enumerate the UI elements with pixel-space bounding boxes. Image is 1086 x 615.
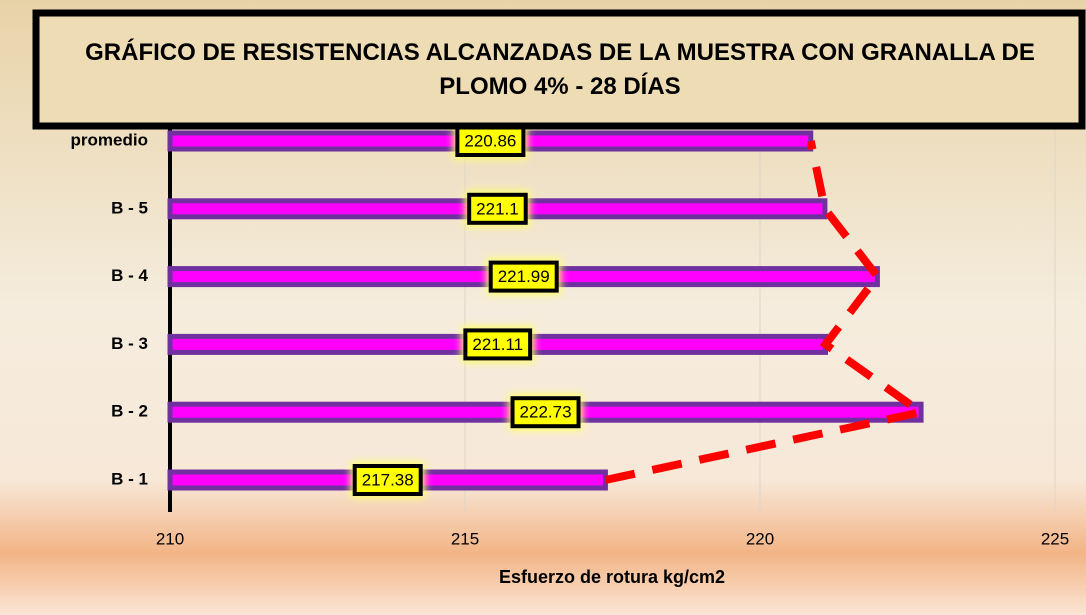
- value-label-group: 221.99: [486, 258, 561, 295]
- value-label-box: [455, 125, 526, 157]
- value-label: 222.73: [520, 403, 572, 422]
- value-label-box: [467, 192, 528, 225]
- x-tick-label: 220: [746, 529, 774, 548]
- y-tick-label: B - 2: [111, 402, 148, 421]
- y-tick-label: promedio: [71, 130, 148, 149]
- value-label: 220.86: [464, 131, 516, 150]
- title-container: GRÁFICO DE RESISTENCIAS ALCANZADAS DE LA…: [85, 39, 1035, 100]
- value-label-group: 221.1: [465, 190, 530, 227]
- value-label-box: [352, 464, 423, 496]
- x-axis-label: Esfuerzo de rotura kg/cm2: [499, 567, 725, 587]
- y-tick-label: B - 1: [111, 469, 148, 488]
- x-tick-label: 210: [156, 529, 184, 548]
- value-label-box: [488, 260, 559, 293]
- value-label: 221.99: [498, 267, 550, 286]
- value-label: 221.1: [476, 199, 519, 218]
- value-label-group: 222.73: [508, 394, 583, 431]
- y-tick-label: B - 5: [111, 198, 148, 217]
- value-label-box: [463, 328, 533, 361]
- value-label-box: [510, 396, 581, 429]
- title-box: [32, 9, 1086, 130]
- x-tick-label: 215: [451, 529, 479, 548]
- trend-line: [604, 140, 931, 484]
- value-label: 217.38: [362, 470, 414, 489]
- value-label-group: 221.11: [461, 326, 535, 363]
- value-label: 221.11: [472, 335, 523, 354]
- x-tick-label: 225: [1041, 529, 1069, 548]
- value-label-group: 217.38: [350, 462, 425, 498]
- chart-title: GRÁFICO DE RESISTENCIAS ALCANZADAS DE LA…: [85, 39, 1035, 100]
- y-tick-label: B - 4: [111, 266, 148, 285]
- y-tick-label: B - 3: [111, 334, 148, 353]
- plot-area: 210 215 220 225 B - 1 B - 2 B - 3 B - 4 B - 5 pro…: [71, 110, 1069, 548]
